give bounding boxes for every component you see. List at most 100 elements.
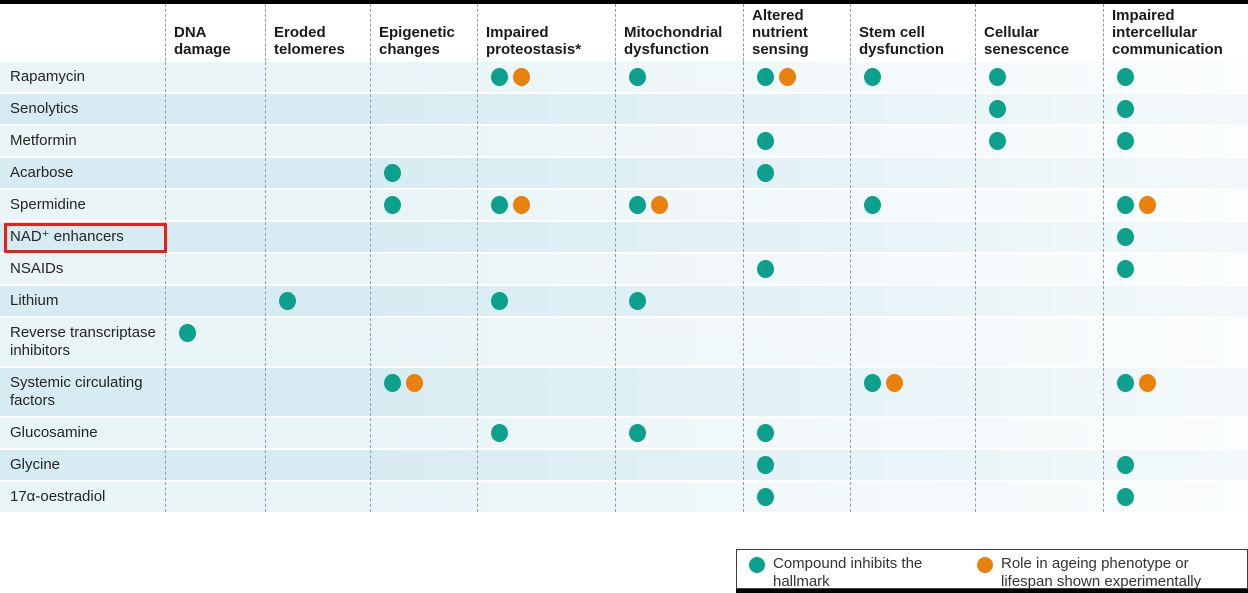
matrix-cell (1103, 286, 1248, 316)
compound-label: Systemic circulating factors (0, 368, 165, 416)
matrix-cell (477, 126, 615, 156)
teal-dot (384, 164, 401, 182)
compound-name: NSAIDs (10, 260, 64, 277)
column-header: Altered nutrient sensing (743, 4, 850, 66)
matrix-cell (477, 286, 615, 316)
matrix-cell (975, 222, 1103, 252)
matrix-cell (615, 222, 743, 252)
highlight-box (4, 223, 167, 253)
teal-dot (749, 557, 765, 573)
matrix-cell (265, 449, 370, 480)
matrix-cell (850, 222, 975, 252)
teal-dot (1117, 132, 1134, 150)
legend-label-inhibits: Compound inhibits the hallmark (773, 555, 923, 591)
matrix-cell (165, 158, 265, 188)
matrix-cell (370, 417, 477, 448)
column-header: DNA damage (165, 4, 265, 66)
teal-dot (629, 292, 646, 310)
matrix-cell (477, 417, 615, 448)
matrix-cell (370, 158, 477, 188)
matrix-cell (370, 190, 477, 220)
matrix-cell (975, 126, 1103, 156)
matrix-cell (850, 94, 975, 124)
matrix-cell (1103, 222, 1248, 252)
teal-dot (629, 196, 646, 214)
column-header-row: DNA damage Eroded telomeres Epigenetic cha… (0, 4, 1248, 66)
matrix-cell (265, 481, 370, 512)
matrix-cell (1103, 449, 1248, 480)
compound-name: Lithium (10, 292, 59, 309)
teal-dot (384, 373, 401, 392)
compound-label: Senolytics (0, 94, 165, 124)
teal-dot (1117, 487, 1134, 506)
matrix-cell (265, 126, 370, 156)
matrix-cell (743, 367, 850, 416)
orange-dot (1139, 373, 1156, 392)
table-row: Glycine (0, 449, 1248, 482)
matrix-cell (265, 190, 370, 220)
matrix-cell (165, 254, 265, 284)
matrix-cell (615, 286, 743, 316)
matrix-cell (370, 254, 477, 284)
matrix-cell (850, 367, 975, 416)
matrix-cell (615, 367, 743, 416)
matrix-cell (743, 190, 850, 220)
matrix-cell (615, 94, 743, 124)
compound-name: Senolytics (10, 100, 79, 117)
teal-dot (1117, 228, 1134, 246)
matrix-cell (615, 126, 743, 156)
matrix-cell (477, 449, 615, 480)
compound-label: Reverse transcriptase inhibitors (0, 318, 165, 366)
compound-name: Glycine (10, 455, 61, 473)
matrix-cell (743, 126, 850, 156)
matrix-cell (850, 254, 975, 284)
matrix-cell (975, 62, 1103, 92)
teal-dot (1117, 68, 1134, 86)
compound-name: Acarbose (10, 164, 74, 181)
teal-dot (1117, 196, 1134, 214)
matrix-cell (165, 417, 265, 448)
matrix-cell (850, 158, 975, 188)
matrix-cell (165, 190, 265, 220)
matrix-cell (743, 254, 850, 284)
matrix-cell (265, 94, 370, 124)
teal-dot (1117, 455, 1134, 474)
matrix-cell (265, 222, 370, 252)
matrix-cell (477, 481, 615, 512)
matrix-cell (615, 254, 743, 284)
teal-dot (864, 196, 881, 214)
matrix-cell (265, 158, 370, 188)
column-header: Eroded telomeres (265, 4, 370, 66)
teal-dot (757, 164, 774, 182)
matrix-cell (1103, 126, 1248, 156)
matrix-cell (975, 367, 1103, 416)
column-header: Mitochondrial dysfunction (615, 4, 743, 66)
matrix-cell (477, 190, 615, 220)
orange-dot (886, 373, 903, 392)
compound-label: Glucosamine (0, 418, 165, 448)
column-header: Stem cell dysfunction (850, 4, 975, 66)
legend-item-inhibits: Compound inhibits the hallmark (749, 555, 977, 592)
compound-name: Metformin (10, 132, 77, 149)
matrix-cell (850, 126, 975, 156)
matrix-cell (1103, 254, 1248, 284)
table-row: Senolytics (0, 94, 1248, 126)
column-header: Impaired proteostasis* (477, 4, 615, 66)
teal-dot (989, 68, 1006, 86)
matrix-cell (975, 94, 1103, 124)
orange-dot (1139, 196, 1156, 214)
column-header: Impaired intercellular communication (1103, 4, 1248, 66)
column-header: Epigenetic changes (370, 4, 477, 66)
matrix-cell (265, 417, 370, 448)
orange-dot (406, 373, 423, 392)
legend-item-experimental: Role in ageing phenotype or lifespan sho… (977, 555, 1241, 592)
matrix-cell (743, 481, 850, 512)
teal-dot (757, 423, 774, 442)
matrix-cell (975, 190, 1103, 220)
matrix-cell (165, 367, 265, 416)
matrix-cell (370, 94, 477, 124)
table-row: Acarbose (0, 158, 1248, 190)
matrix-cell (370, 62, 477, 92)
matrix-cell (1103, 481, 1248, 512)
matrix-cell (850, 449, 975, 480)
